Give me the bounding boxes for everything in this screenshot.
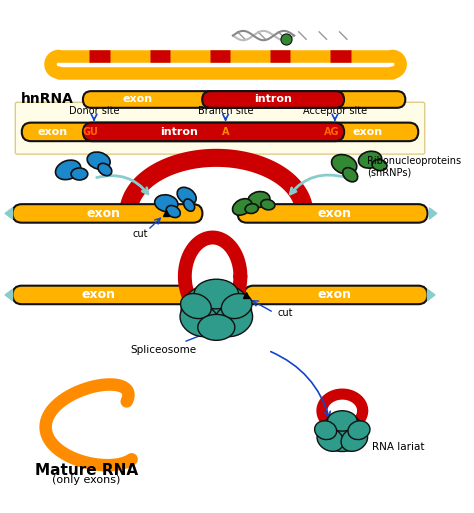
Text: AG: AG — [324, 127, 340, 137]
Text: cut: cut — [277, 308, 293, 319]
Ellipse shape — [348, 421, 370, 440]
Ellipse shape — [248, 191, 270, 208]
Ellipse shape — [87, 152, 110, 169]
Ellipse shape — [177, 187, 196, 204]
Ellipse shape — [233, 199, 252, 215]
Ellipse shape — [221, 293, 252, 319]
Ellipse shape — [245, 204, 258, 213]
Ellipse shape — [213, 303, 253, 337]
Text: Spliceosome: Spliceosome — [130, 332, 208, 355]
FancyBboxPatch shape — [12, 286, 193, 304]
FancyBboxPatch shape — [83, 123, 344, 141]
FancyBboxPatch shape — [244, 286, 428, 304]
Ellipse shape — [343, 168, 358, 182]
Text: A: A — [222, 127, 229, 137]
Text: RNA lariat: RNA lariat — [372, 442, 424, 452]
FancyBboxPatch shape — [237, 204, 428, 223]
Text: exon: exon — [86, 207, 120, 220]
Text: Branch site: Branch site — [198, 106, 253, 115]
Text: (only exons): (only exons) — [53, 475, 121, 485]
Ellipse shape — [328, 411, 357, 431]
Text: exon: exon — [123, 94, 153, 105]
Polygon shape — [428, 289, 435, 301]
Ellipse shape — [166, 206, 180, 218]
Ellipse shape — [98, 163, 112, 175]
Ellipse shape — [181, 283, 252, 339]
Text: exon: exon — [352, 127, 383, 137]
Ellipse shape — [180, 303, 219, 337]
Text: exon: exon — [318, 207, 352, 220]
Ellipse shape — [71, 168, 88, 180]
Text: exon: exon — [82, 288, 116, 302]
Text: Ribonucleoproteins
(snRNPs): Ribonucleoproteins (snRNPs) — [367, 156, 462, 177]
Ellipse shape — [261, 200, 275, 210]
Text: Donor site: Donor site — [69, 106, 119, 115]
Ellipse shape — [332, 154, 357, 174]
FancyBboxPatch shape — [15, 102, 425, 154]
FancyBboxPatch shape — [202, 91, 344, 108]
Text: exon: exon — [318, 288, 352, 302]
FancyBboxPatch shape — [22, 123, 418, 141]
Text: GU: GU — [82, 127, 98, 137]
Ellipse shape — [194, 279, 238, 309]
Text: intron: intron — [254, 94, 292, 105]
Ellipse shape — [372, 160, 387, 171]
FancyBboxPatch shape — [83, 91, 405, 108]
Polygon shape — [5, 289, 12, 301]
Text: Mature RNA: Mature RNA — [35, 463, 138, 478]
Ellipse shape — [319, 415, 365, 451]
Ellipse shape — [155, 195, 178, 212]
Polygon shape — [5, 208, 12, 219]
Ellipse shape — [198, 314, 235, 340]
Polygon shape — [429, 208, 437, 219]
Ellipse shape — [317, 428, 344, 451]
Text: exon: exon — [37, 127, 67, 137]
Ellipse shape — [55, 160, 81, 180]
Text: intron: intron — [160, 127, 198, 137]
Ellipse shape — [181, 293, 211, 319]
Ellipse shape — [358, 151, 382, 168]
Ellipse shape — [315, 421, 337, 440]
Text: cut: cut — [133, 229, 148, 239]
Text: Acceptor site: Acceptor site — [303, 106, 367, 115]
FancyBboxPatch shape — [12, 204, 202, 223]
Text: hnRNA: hnRNA — [21, 92, 73, 107]
Ellipse shape — [341, 428, 368, 451]
Ellipse shape — [183, 199, 195, 211]
